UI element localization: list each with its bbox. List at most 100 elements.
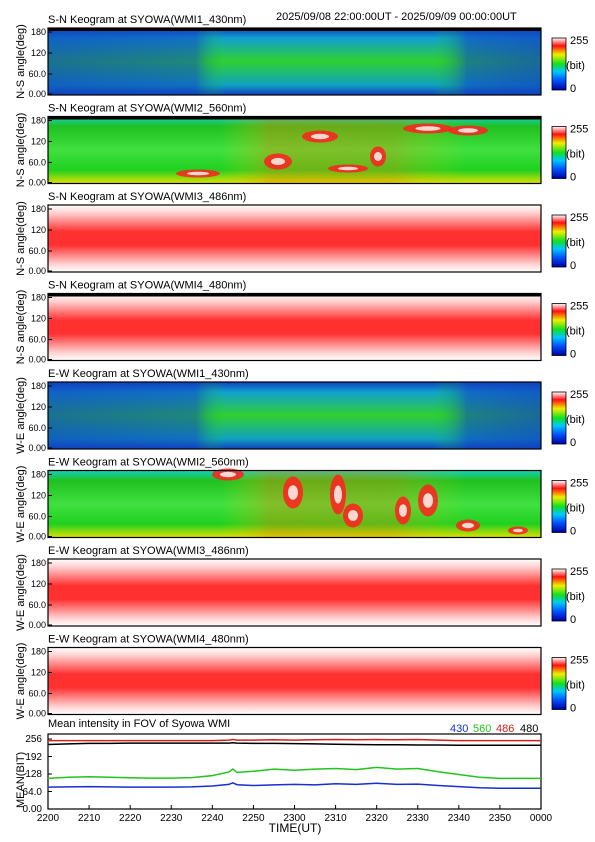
panel-ytick: 60.0 bbox=[28, 69, 46, 79]
keogram-panel: S-N Keogram at SYOWA(WMI2_560nm)180 120 60… bbox=[15, 103, 588, 188]
x-tick-label: 2240 bbox=[201, 813, 224, 824]
keogram-panel: S-N Keogram at SYOWA(WMI4_480nm)180 120 60… bbox=[15, 280, 588, 365]
colorbar-max: 255 bbox=[570, 212, 588, 224]
panel-title: S-N Keogram at SYOWA(WMI3_486nm) bbox=[48, 191, 246, 203]
keogram-panel: S-N Keogram at SYOWA(WMI1_430nm)180 120 60… bbox=[15, 14, 588, 99]
panel-ytick: 0.00 bbox=[28, 178, 46, 188]
panel-frame bbox=[47, 292, 542, 362]
panel-ytick: 180 bbox=[31, 470, 46, 480]
mean-plot-frame bbox=[47, 733, 542, 810]
panel-frame bbox=[47, 27, 542, 96]
colorbar-unit: (bit) bbox=[566, 149, 585, 161]
panel-ytick: 120 bbox=[31, 402, 46, 412]
colorbar-min: 0 bbox=[570, 437, 576, 449]
aurora-core bbox=[334, 485, 342, 504]
panel-ytick: 120 bbox=[31, 491, 46, 501]
x-tick-label: 2300 bbox=[283, 813, 306, 824]
mean-intensity-plot: Mean intensity in FOV of Syowa WMI 430 5… bbox=[15, 718, 553, 835]
colorbar-max: 255 bbox=[570, 478, 588, 490]
panel-ytick: 120 bbox=[31, 48, 46, 58]
keogram-image bbox=[48, 647, 541, 715]
aurora-core bbox=[348, 510, 358, 521]
legend-430: 430 bbox=[450, 723, 468, 735]
aurora-core bbox=[220, 471, 236, 478]
panel-ytick: 180 bbox=[31, 27, 46, 37]
x-tick-label: 0000 bbox=[530, 813, 553, 824]
x-tick-label: 2230 bbox=[160, 813, 183, 824]
panel-ytick: 60.0 bbox=[28, 158, 46, 168]
panel-ytick: 60.0 bbox=[28, 689, 46, 699]
aurora-core bbox=[374, 152, 382, 161]
x-tick-label: 2350 bbox=[489, 813, 512, 824]
keogram-panel: S-N Keogram at SYOWA(WMI3_486nm)180 120 60… bbox=[15, 191, 588, 276]
legend-560: 560 bbox=[473, 723, 491, 735]
colorbar bbox=[551, 657, 567, 710]
panel-ytick: 120 bbox=[31, 668, 46, 678]
panel-ytick: 0.00 bbox=[28, 709, 46, 719]
aurora-core bbox=[462, 522, 474, 529]
colorbar-min: 0 bbox=[570, 172, 576, 184]
mean-ytick-0: 0.00 bbox=[23, 804, 43, 815]
colorbar-unit: (bit) bbox=[566, 591, 585, 603]
colorbar bbox=[551, 214, 567, 268]
colorbar bbox=[551, 303, 567, 356]
keogram-panel: E-W Keogram at SYOWA(WMI2_560nm)180 120 60… bbox=[15, 457, 588, 543]
keogram-image bbox=[48, 559, 541, 626]
panel-frame bbox=[47, 469, 542, 539]
aurora-core bbox=[458, 128, 478, 133]
mean-ytick-64: 64.0 bbox=[23, 787, 43, 798]
x-tick-label: 2220 bbox=[119, 813, 142, 824]
panel-frame bbox=[47, 558, 542, 627]
aurora-core bbox=[423, 493, 433, 508]
panel-ylabel: N-S angle(deg) bbox=[15, 290, 27, 365]
keogram-image bbox=[48, 293, 541, 361]
mean-ytick-256: 256 bbox=[25, 734, 42, 745]
colorbar-min: 0 bbox=[570, 614, 576, 626]
panel-ytick: 60.0 bbox=[28, 600, 46, 610]
colorbar-unit: (bit) bbox=[566, 326, 585, 338]
aurora-core bbox=[399, 504, 407, 517]
panel-title: E-W Keogram at SYOWA(WMI3_486nm) bbox=[48, 545, 249, 557]
panel-ytick: 120 bbox=[31, 137, 46, 147]
colorbar-unit: (bit) bbox=[566, 237, 585, 249]
aurora-core bbox=[271, 157, 285, 166]
panel-ytick: 180 bbox=[31, 647, 46, 657]
panel-ylabel: W-E angle(deg) bbox=[15, 643, 27, 720]
colorbar-unit: (bit) bbox=[566, 680, 585, 692]
time-range: 2025/09/08 22:00:00UT - 2025/09/09 00:00… bbox=[276, 11, 517, 23]
panel-ytick: 180 bbox=[31, 204, 46, 214]
series-line-486 bbox=[48, 738, 541, 742]
colorbar bbox=[551, 480, 567, 533]
panel-title: E-W Keogram at SYOWA(WMI1_430nm) bbox=[48, 368, 249, 380]
colorbar-max: 255 bbox=[570, 655, 588, 667]
aurora-core bbox=[187, 171, 209, 176]
panel-title: S-N Keogram at SYOWA(WMI1_430nm) bbox=[48, 14, 246, 26]
x-tick-label: 2340 bbox=[448, 813, 471, 824]
colorbar-max: 255 bbox=[570, 124, 588, 136]
panel-ylabel: W-E angle(deg) bbox=[15, 377, 27, 454]
panel-ytick: 0.00 bbox=[28, 266, 46, 276]
panel-ytick: 0.00 bbox=[28, 355, 46, 365]
keogram-panel: E-W Keogram at SYOWA(WMI1_430nm)180 120 60… bbox=[15, 368, 588, 454]
panel-title: E-W Keogram at SYOWA(WMI2_560nm) bbox=[48, 457, 249, 469]
mean-ylabel: MEAN(BIT) bbox=[15, 752, 27, 808]
panel-ytick: 60.0 bbox=[28, 512, 46, 522]
panel-frame bbox=[47, 204, 542, 273]
mean-ytick-192: 192 bbox=[25, 752, 42, 763]
colorbar-max: 255 bbox=[570, 35, 588, 47]
panel-title: E-W Keogram at SYOWA(WMI4_480nm) bbox=[48, 634, 249, 646]
keogram-shading bbox=[48, 382, 541, 449]
panel-title: S-N Keogram at SYOWA(WMI2_560nm) bbox=[48, 103, 246, 115]
series-line-560 bbox=[47, 766, 541, 780]
aurora-core bbox=[338, 166, 358, 171]
mean-plot-title: Mean intensity in FOV of Syowa WMI bbox=[48, 718, 230, 730]
aurora-core bbox=[288, 485, 298, 500]
panel-ytick: 60.0 bbox=[28, 335, 46, 345]
legend-480: 480 bbox=[520, 723, 538, 735]
panel-ytick: 0.00 bbox=[28, 443, 46, 453]
x-tick-label: 2210 bbox=[78, 813, 101, 824]
panel-title: S-N Keogram at SYOWA(WMI4_480nm) bbox=[48, 280, 246, 292]
panel-ytick: 180 bbox=[31, 293, 46, 303]
panel-ytick: 0.00 bbox=[28, 89, 46, 99]
